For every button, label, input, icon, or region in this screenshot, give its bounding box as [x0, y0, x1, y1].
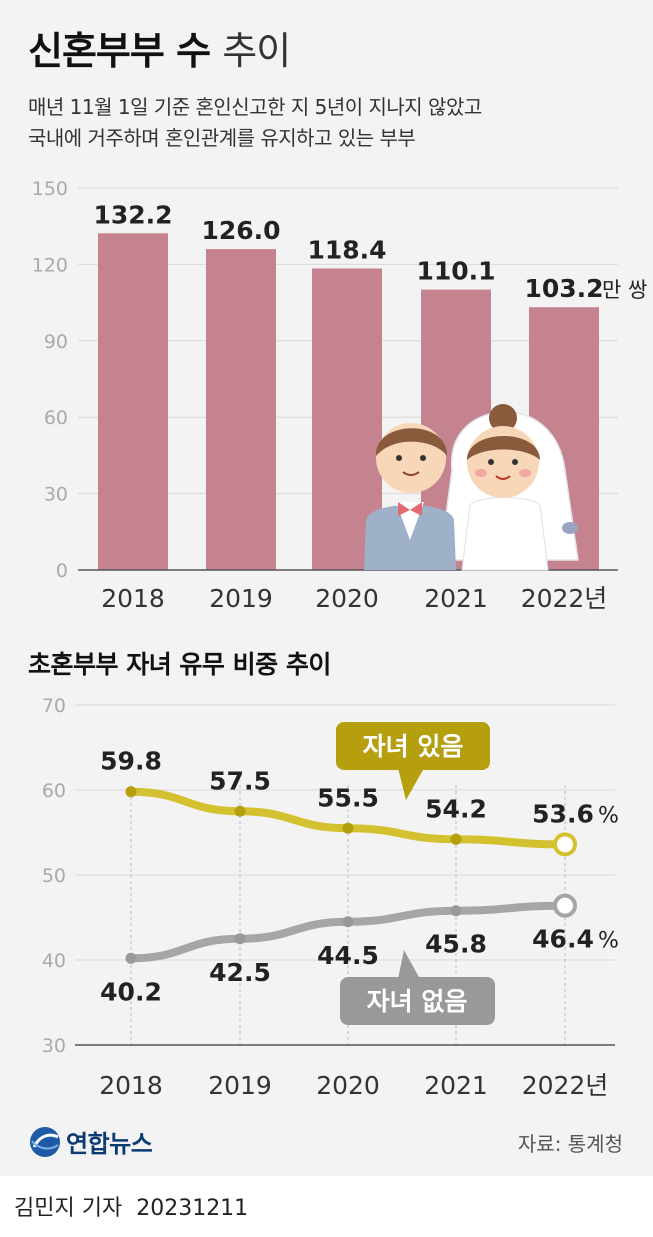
- page-subtitle: 매년 11월 1일 기준 혼인신고한 지 5년이 지나지 않았고 국내에 거주하…: [28, 92, 638, 154]
- bar-value-label: 103.2: [524, 274, 603, 303]
- subtitle-line-1: 매년 11월 1일 기준 혼인신고한 지 5년이 지나지 않았고: [28, 95, 482, 119]
- byline: 김민지 기자 20231211: [14, 1190, 248, 1222]
- series-end-point: [553, 893, 577, 918]
- x-tick-label: 2020: [316, 1071, 380, 1100]
- x-tick-label: 2018: [101, 584, 165, 613]
- bride-hair-bun: [489, 404, 517, 432]
- subtitle-line-2: 국내에 거주하며 혼인관계를 유지하고 있는 부부: [28, 126, 416, 150]
- x-tick-label: 2020: [315, 584, 379, 613]
- source-note: 자료: 통계청: [517, 1132, 623, 1156]
- series-point: [234, 933, 246, 945]
- page-title: 신혼부부 수 추이: [28, 20, 291, 75]
- veil-trim: [562, 522, 578, 534]
- y-tick-label: 150: [32, 178, 68, 200]
- y-tick-label: 90: [44, 331, 68, 353]
- y-tick-label: 60: [42, 780, 66, 802]
- bar-2019: [206, 249, 276, 570]
- callout-without-children-label: 자녀 없음: [367, 987, 468, 1016]
- callout-with-children-label: 자녀 있음: [363, 732, 464, 761]
- groom-eye: [396, 455, 402, 461]
- bride-dress: [461, 497, 549, 571]
- series-end-point: [553, 832, 577, 857]
- series-point: [450, 905, 462, 917]
- x-tick-label: 2022년: [522, 1071, 609, 1100]
- logo-text: 연합뉴스: [66, 1130, 153, 1158]
- y-tick-label: 120: [32, 254, 68, 276]
- point-value-label: 54.2: [425, 794, 487, 823]
- unit-label: 만 쌍: [602, 278, 647, 302]
- bar-2018: [98, 233, 168, 570]
- point-value-label: 57.5: [209, 766, 271, 795]
- line-chart-title: 초혼부부 자녀 유무 비중 추이: [28, 650, 331, 679]
- bar-value-label: 110.1: [416, 257, 495, 286]
- bride-eye: [488, 459, 494, 465]
- y-tick-label: 40: [42, 950, 66, 972]
- bride-eye: [512, 459, 518, 465]
- percent-unit: %: [598, 803, 619, 828]
- point-value-label: 53.6: [532, 799, 594, 828]
- point-value-label: 45.8: [425, 930, 487, 959]
- footer-bar: [0, 1176, 653, 1237]
- bar-value-label: 118.4: [307, 235, 386, 264]
- brand-logo: 연합뉴스: [28, 1124, 153, 1159]
- publish-date: 20231211: [136, 1196, 249, 1221]
- bride-smile: [495, 475, 511, 480]
- infographic-panel: [0, 0, 653, 1176]
- y-tick-label: 0: [56, 560, 68, 582]
- bar-chart: 0 30 60 90 120 150 132.2 2018 126.0 2019 118.4 2020…: [32, 178, 648, 613]
- series-point: [234, 805, 246, 817]
- callout-without-children-pointer: [398, 950, 420, 979]
- globe-icon: [30, 1126, 60, 1157]
- couple-illustration: [364, 404, 579, 571]
- callout-with-children-box: [336, 722, 490, 770]
- x-tick-label: 2021: [424, 1071, 488, 1100]
- title-bold: 신혼부부 수: [28, 29, 211, 73]
- series-point: [342, 916, 354, 928]
- groom-smile: [402, 471, 420, 476]
- bar-value-label: 132.2: [93, 200, 172, 229]
- bride-hair: [467, 436, 540, 460]
- y-tick-label: 30: [44, 484, 68, 506]
- groom-hair: [375, 428, 448, 456]
- point-value-label: 42.5: [209, 958, 271, 987]
- x-tick-label: 2022년: [521, 584, 608, 613]
- series-point: [450, 833, 462, 845]
- bride-cheek: [475, 469, 487, 477]
- percent-unit: %: [598, 929, 619, 954]
- series-point: [342, 822, 354, 834]
- y-tick-label: 50: [42, 865, 66, 887]
- groom-bowtie: [398, 502, 422, 516]
- series-point: [125, 786, 137, 798]
- x-tick-label: 2018: [99, 1071, 163, 1100]
- point-value-label: 59.8: [100, 747, 162, 776]
- bar-value-label: 126.0: [201, 216, 280, 245]
- point-value-label: 40.2: [100, 977, 162, 1006]
- callout-without-children-box: [340, 977, 495, 1025]
- bride-cheek: [519, 469, 531, 477]
- y-tick-label: 60: [44, 407, 68, 429]
- title-light: 추이: [222, 29, 291, 73]
- x-tick-label: 2019: [209, 584, 273, 613]
- series-point: [125, 952, 137, 964]
- point-value-label: 55.5: [317, 783, 379, 812]
- point-value-label: 46.4: [532, 925, 594, 954]
- y-tick-label: 30: [42, 1035, 66, 1057]
- line-chart: 30 40 50 60 70 2018 2019 2020 2021 2022년 59.8 57.5 5…: [42, 695, 619, 1100]
- reporter-name: 김민지 기자: [14, 1196, 123, 1221]
- groom-eye: [420, 455, 426, 461]
- x-tick-label: 2021: [424, 584, 488, 613]
- x-tick-label: 2019: [208, 1071, 272, 1100]
- point-value-label: 44.5: [317, 941, 379, 970]
- callout-with-children-pointer: [398, 768, 424, 800]
- y-tick-label: 70: [42, 695, 66, 717]
